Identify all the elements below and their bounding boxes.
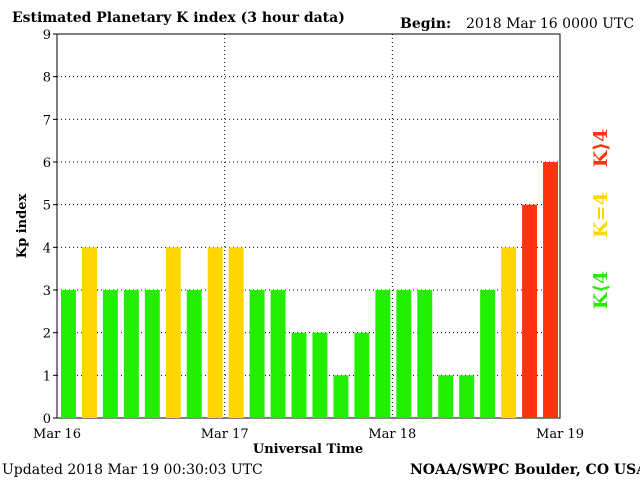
kp-bar <box>543 162 558 418</box>
kp-bar <box>417 290 433 418</box>
kp-bar <box>375 290 391 418</box>
kp-bar <box>165 247 181 418</box>
legend-k-above-4: K⟩4 <box>590 129 612 167</box>
y-tick-label: 4 <box>43 241 51 256</box>
kp-bar <box>501 247 517 418</box>
kp-bar <box>396 290 412 418</box>
kp-bar <box>61 290 76 418</box>
chart-title: Estimated Planetary K index (3 hour data… <box>12 10 345 26</box>
x-axis-label: Universal Time <box>253 442 363 457</box>
y-tick-label: 6 <box>43 156 51 171</box>
y-tick-label: 8 <box>43 71 51 86</box>
y-tick-label: 9 <box>43 28 51 43</box>
kp-bar <box>333 375 349 418</box>
kp-bar <box>249 290 265 418</box>
y-tick-label: 7 <box>43 113 51 128</box>
grid-lines <box>57 34 560 418</box>
y-tick-label: 1 <box>43 369 51 384</box>
kp-bar <box>522 204 538 418</box>
legend-k-equals-4: K=4 <box>590 192 612 238</box>
x-tick-labels: Mar 16 Mar 17 Mar 18 Mar 19 <box>33 427 584 442</box>
y-tick-label: 5 <box>43 199 51 214</box>
kp-bar <box>123 290 139 418</box>
updated-timestamp: Updated 2018 Mar 19 00:30:03 UTC <box>2 462 263 478</box>
y-tick-label: 3 <box>43 284 51 299</box>
kp-bar <box>270 290 286 418</box>
x-tick-label: Mar 18 <box>368 427 416 442</box>
kp-bar <box>312 332 328 418</box>
y-tick-label: 2 <box>43 327 51 342</box>
bars <box>61 162 558 418</box>
kp-bar <box>207 247 223 418</box>
legend-k-below-4: K⟨4 <box>590 271 612 309</box>
begin-label: Begin: <box>400 16 451 32</box>
kp-bar <box>438 375 454 418</box>
kp-bar <box>480 290 496 418</box>
y-tick-labels: 0 1 2 3 4 5 6 7 8 9 <box>43 28 57 427</box>
x-tick-label: Mar 17 <box>201 427 249 442</box>
source-credit: NOAA/SWPC Boulder, CO USA <box>410 462 640 478</box>
kp-bar <box>459 375 475 418</box>
kp-bar <box>228 247 244 418</box>
kp-bar <box>81 247 97 418</box>
kp-bar <box>291 332 307 418</box>
kp-bar <box>354 332 370 418</box>
begin-value: 2018 Mar 16 0000 UTC <box>466 16 634 32</box>
plot-frame <box>56 33 561 419</box>
y-tick-label: 0 <box>43 412 51 427</box>
kp-bar <box>144 290 160 418</box>
y-axis-label: Kp index <box>15 194 30 259</box>
x-tick-label: Mar 16 <box>33 427 81 442</box>
x-tick-label: Mar 19 <box>536 427 584 442</box>
kp-bar <box>186 290 202 418</box>
kp-bar <box>102 290 118 418</box>
